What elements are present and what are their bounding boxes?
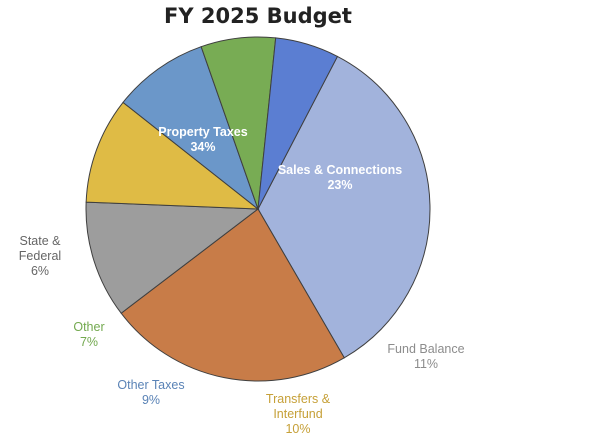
slice-value-label: 6% (31, 264, 49, 278)
chart-title: FY 2025 Budget (164, 4, 352, 28)
slice-label-sales-and-connections: Sales & Connections 23% (278, 163, 402, 192)
slice-category-label: Sales & Connections (278, 163, 402, 177)
slice-category-label: Property Taxes (158, 125, 247, 139)
pie-slice-fund-balance (85, 201, 260, 314)
pie-slice-other-taxes (122, 46, 260, 211)
slice-label-transfers-and-interfund: Transfers & Interfund 10% (266, 392, 331, 436)
pie-slices (85, 36, 431, 382)
pie-labels: Property Taxes 34% Sales & Connections 23% F… (19, 125, 465, 436)
slice-value-label: 9% (142, 393, 160, 407)
slice-value-label: 10% (285, 422, 310, 436)
pie-slice-state-and-federal (257, 37, 339, 210)
slice-label-property-taxes: Property Taxes 34% (158, 125, 247, 154)
slice-category-label: Transfers & (266, 392, 331, 406)
pie-slice-sales-and-connections (120, 208, 345, 382)
pie-slice-transfers-and-interfund (85, 101, 260, 210)
slice-label-other-taxes: Other Taxes 9% (117, 378, 184, 407)
slice-value-label: 34% (190, 140, 215, 154)
slice-category-label: Federal (19, 249, 61, 263)
slice-category-label: Fund Balance (387, 342, 464, 356)
slice-label-fund-balance: Fund Balance 11% (387, 342, 464, 371)
slice-category-label: Interfund (273, 407, 322, 421)
slice-category-label: Other (73, 320, 104, 334)
slice-category-label: Other Taxes (117, 378, 184, 392)
slice-value-label: 7% (80, 335, 98, 349)
slice-value-label: 11% (414, 357, 438, 371)
slice-label-state-and-federal: State & Federal 6% (19, 234, 61, 278)
slice-category-label: State & (20, 234, 62, 248)
slice-value-label: 23% (327, 178, 352, 192)
slice-label-other: Other 7% (73, 320, 104, 349)
